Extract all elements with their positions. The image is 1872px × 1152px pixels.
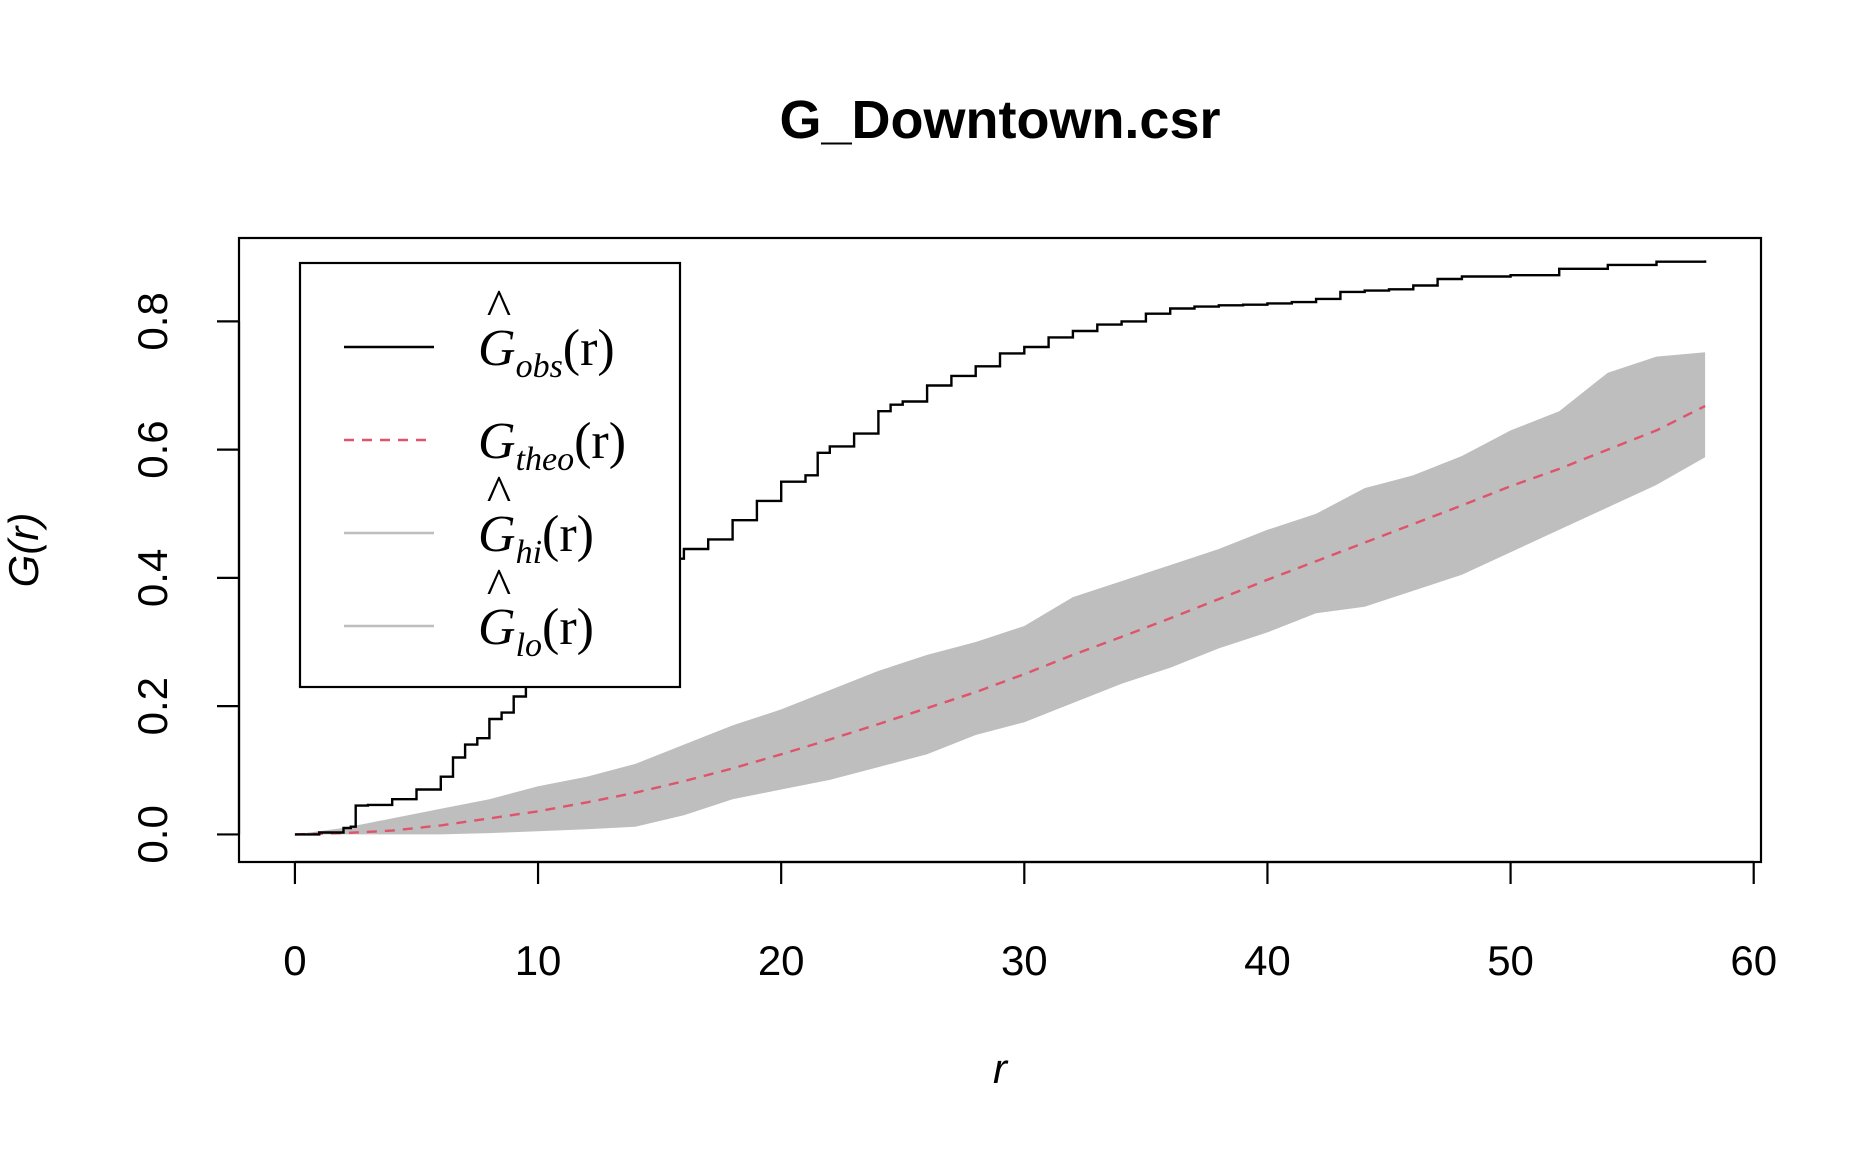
series-layer [294, 260, 1707, 836]
x-tick-label: 30 [1001, 937, 1048, 984]
x-tick-label: 20 [758, 937, 805, 984]
y-tick-label: 0.2 [129, 677, 176, 735]
x-tick-label: 0 [283, 937, 306, 984]
legend-entries: Gobs(r)^Gtheo(r)Ghi(r)^Glo(r)^ [344, 280, 626, 664]
y-tick-label: 0.8 [129, 292, 176, 350]
y-tick-label: 0.4 [129, 549, 176, 607]
series-line-obs [294, 260, 1707, 836]
x-tick-label: 40 [1244, 937, 1291, 984]
x-axis: 0 10 20 30 40 50 60 [283, 860, 1777, 984]
x-tick-label: 60 [1730, 937, 1777, 984]
legend-hat: ^ [487, 280, 511, 337]
legend-label: Gobs(r) [478, 320, 615, 385]
legend-label: Gtheo(r) [478, 413, 626, 478]
legend-entry-hi: Ghi(r)^ [344, 466, 594, 571]
legend-entry-obs: Gobs(r)^ [344, 280, 615, 385]
legend-entry-theo: Gtheo(r) [344, 413, 626, 478]
legend: Gobs(r)^Gtheo(r)Ghi(r)^Glo(r)^ [298, 261, 682, 689]
legend-label: Glo(r) [478, 599, 594, 664]
series-line-theo [294, 404, 1706, 836]
y-tick-label: 0.6 [129, 420, 176, 478]
legend-entry-lo: Glo(r)^ [344, 559, 594, 664]
x-tick-label: 10 [515, 937, 562, 984]
y-tick-label: 0.0 [129, 805, 176, 863]
y-axis: 0.0 0.2 0.4 0.6 0.8 [129, 292, 241, 864]
legend-box [298, 261, 682, 689]
y-axis-label: G(r) [0, 513, 47, 588]
x-tick-label: 50 [1487, 937, 1534, 984]
legend-hat: ^ [487, 559, 511, 616]
legend-label: Ghi(r) [478, 506, 594, 571]
x-axis-label: r [993, 1045, 1009, 1092]
chart-title: G_Downtown.csr [779, 90, 1220, 150]
legend-hat: ^ [487, 466, 511, 523]
